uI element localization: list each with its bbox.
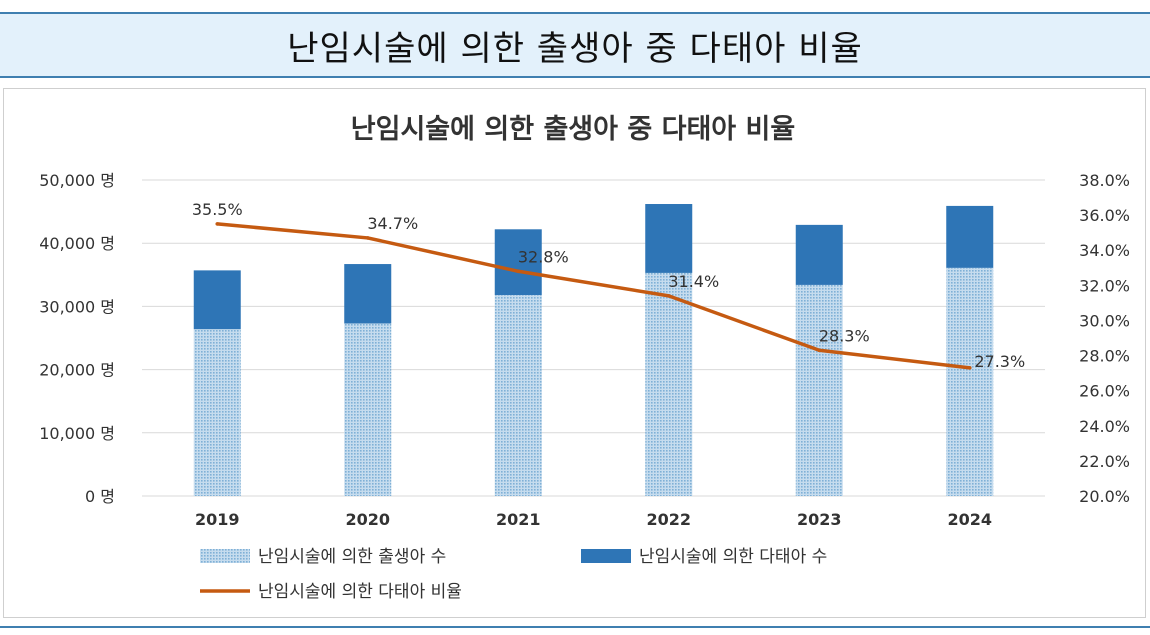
y-right-tick-label: 32.0% xyxy=(1079,276,1130,295)
rate-line xyxy=(215,222,972,370)
y-right-tick-label: 26.0% xyxy=(1079,382,1130,401)
x-tick-label: 2019 xyxy=(195,510,240,529)
x-tick-label: 2021 xyxy=(496,510,541,529)
y-left-tick-label: 30,000 명 xyxy=(39,297,115,316)
rate-point xyxy=(967,366,972,370)
y-left-tick-label: 40,000 명 xyxy=(39,234,115,253)
y-right-tick-label: 28.0% xyxy=(1079,347,1130,366)
legend-swatch-multiple xyxy=(581,549,631,563)
y-right-tick-label: 30.0% xyxy=(1079,311,1130,330)
y-left-tick-label: 50,000 명 xyxy=(39,171,115,190)
page-banner: 난임시술에 의한 출생아 중 다태아 비율 xyxy=(0,12,1150,78)
y-left-tick-label: 20,000 명 xyxy=(39,361,115,380)
rate-data-label: 31.4% xyxy=(668,272,719,291)
legend-swatch-singleton xyxy=(200,549,250,563)
y-right-tick-label: 22.0% xyxy=(1079,452,1130,471)
bar-singleton xyxy=(193,329,241,496)
bar-singleton xyxy=(946,267,994,496)
bar-singleton xyxy=(494,295,542,496)
rate-data-label: 34.7% xyxy=(367,214,418,233)
rate-data-label: 27.3% xyxy=(974,352,1025,371)
y-right-tick-label: 38.0% xyxy=(1079,171,1130,190)
y-right-tick-label: 36.0% xyxy=(1079,206,1130,225)
page-title: 난임시술에 의한 출생아 중 다태아 비율 xyxy=(287,28,863,69)
rate-data-label: 35.5% xyxy=(192,200,243,219)
y-right-tick-label: 24.0% xyxy=(1079,417,1130,436)
bar-multiple xyxy=(494,229,542,296)
bar-multiple xyxy=(344,264,392,324)
rate-point xyxy=(666,294,671,298)
x-tick-label: 2023 xyxy=(797,510,842,529)
x-tick-label: 2020 xyxy=(345,510,390,529)
y-left-tick-label: 10,000 명 xyxy=(39,424,115,443)
bar-multiple xyxy=(946,205,994,268)
bar-singleton xyxy=(645,272,693,496)
chart-title: 난임시술에 의한 출생아 중 다태아 비율 xyxy=(351,114,795,145)
rate-point xyxy=(817,348,822,353)
rate-point xyxy=(516,269,521,274)
y-right-tick-label: 34.0% xyxy=(1079,241,1130,260)
x-tick-label: 2024 xyxy=(947,510,992,529)
bar-singleton xyxy=(344,323,392,496)
gridlines xyxy=(142,179,1045,497)
bar-multiple xyxy=(193,270,241,330)
legend-label-rate: 난임시술에 의한 다태아 비율 xyxy=(258,582,462,602)
bar-singleton xyxy=(795,284,843,496)
rate-series-line xyxy=(217,222,970,370)
x-tick-label: 2022 xyxy=(646,510,691,529)
axes: 0 명 10,000 명 20,000 명 30,000 명 40,000 명 50,00… xyxy=(39,171,1130,529)
bottom-rule xyxy=(0,626,1150,628)
y-left-tick-label: 0 명 xyxy=(85,487,115,506)
data-labels: 35.5% 34.7% 32.8% 31.4% 28.3% 27.3% xyxy=(192,200,1025,371)
rate-data-label: 28.3% xyxy=(819,326,870,345)
legend-label-singleton: 난임시술에 의한 출생아 수 xyxy=(258,547,446,567)
rate-point xyxy=(365,236,370,240)
y-right-tick-label: 20.0% xyxy=(1079,487,1130,506)
bar-multiple xyxy=(795,224,843,285)
legend-label-multiple: 난임시술에 의한 다태아 수 xyxy=(639,547,827,567)
bar-multiple xyxy=(645,204,693,273)
rate-data-label: 32.8% xyxy=(518,247,569,266)
bars xyxy=(193,204,994,496)
rate-point xyxy=(215,222,220,226)
